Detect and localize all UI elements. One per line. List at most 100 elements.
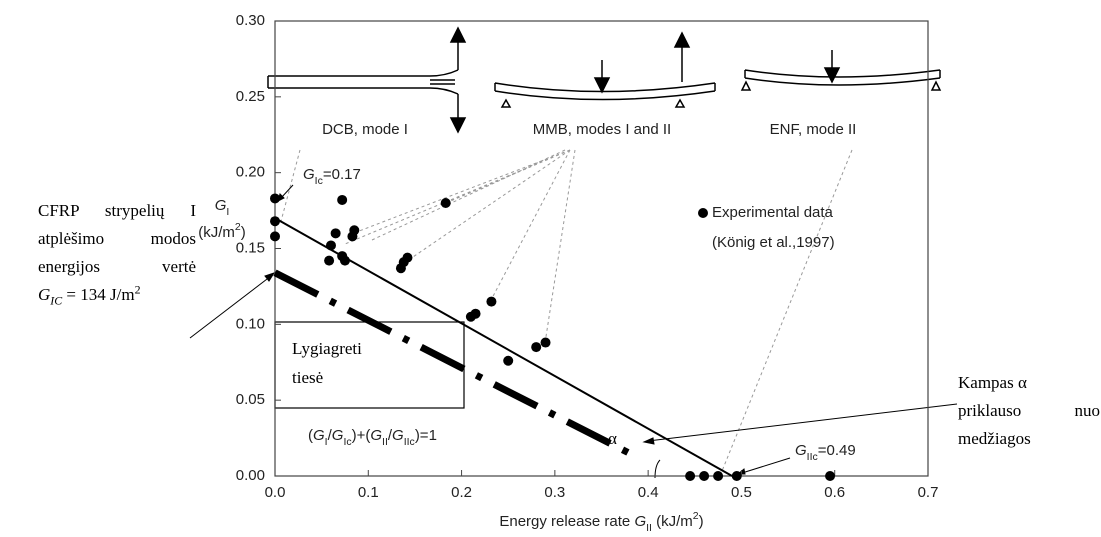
text-part: IIc [404,436,415,448]
text-part: G [303,166,315,183]
right-note: Kampas α priklauso nuo medžiagos [958,369,1100,453]
text-part: G [215,197,227,214]
y-tick-label: 0.10 [236,315,265,332]
note-line: atplėšimo modos [38,225,196,253]
data-point [324,255,335,266]
text-part: Energy release rate [499,513,634,530]
data-point [337,194,348,205]
text-part: ) [699,513,704,530]
data-point [503,355,514,366]
annotation: α [608,429,617,448]
legend-marker [698,208,708,218]
x-tick-label: 0.0 [265,484,286,501]
text-part: = 134 J/m [62,285,135,304]
legend-label: (König et al.,1997) [712,234,835,251]
y-tick-label: 0.20 [236,164,265,181]
specimen-label: MMB, modes I and II [533,121,671,138]
data-point [470,308,481,319]
text-part: / [388,427,393,444]
y-tick-label: 0.00 [236,467,265,484]
text-part: I [325,436,328,448]
data-point [325,240,336,251]
x-tick-label: 0.1 [358,484,379,501]
text-part: ( [308,427,313,444]
text-part: G [38,285,51,304]
annotation: (GI/GIc)+(GII/GIIc)=1 [308,427,437,448]
leader-lines [279,149,853,477]
text-part: G [332,427,344,444]
note-line: GIC = 134 J/m2 [38,281,196,309]
text-part: G [634,513,646,530]
text-part: Ic [343,436,351,448]
data-point [270,216,280,227]
data-point [731,471,742,481]
note-line: energijos vertė [38,253,196,281]
y-tick-label: 0.25 [236,88,265,105]
line [273,269,632,457]
y-axis-label: (kJ/m2) [198,221,246,241]
text-part: II [382,436,388,448]
text-box [274,321,465,409]
text-part: Ic [315,175,323,187]
text-part: 2 [235,221,241,233]
box-text: tiesė [292,368,323,387]
text-part: atplėšimo modos [38,229,196,248]
data-point [339,255,350,266]
data-point [402,252,413,263]
text-part: IC [50,293,63,308]
specimen-label: DCB, mode I [322,121,408,138]
data-point [825,471,836,481]
text-part: II [646,522,652,534]
x-tick-label: 0.6 [824,484,845,501]
text-part: (kJ/m [198,224,235,241]
note-line: Kampas α [958,373,1027,392]
x-tick-label: 0.5 [731,484,752,501]
x-tick-label: 0.4 [638,484,659,501]
data-point [540,337,551,348]
x-tick-label: 0.7 [918,484,939,501]
data-point [330,228,341,239]
note-line: CFRP strypelių I [38,197,196,225]
text-part: )=1 [415,427,437,444]
left-note: CFRP strypelių I atplėšimo modos energijos… [38,197,196,309]
y-tick-label: 0.30 [236,12,265,29]
data-point [440,198,451,208]
text-part: G [370,427,382,444]
text-part: ) [241,224,246,241]
y-tick-label: 0.15 [236,239,265,256]
data-point [486,296,497,307]
note-line: priklauso nuo [958,401,1100,420]
text-part: =0.49 [818,442,856,459]
legend-label: Experimental data [712,204,834,221]
text-part: 2 [693,510,699,522]
y-axis-label: GI [215,197,230,218]
line [274,217,733,477]
text-part: CFRP strypelių I [38,201,196,220]
specimen-drawings [267,26,942,134]
annotation: GIc=0.17 [303,166,361,187]
data-point [270,193,280,204]
data-point [713,471,724,481]
x-tick-label: 0.2 [451,484,472,501]
text-part: )+( [352,427,371,444]
data-point [349,225,360,236]
text-part: (kJ/m [652,513,693,530]
data-point [685,471,696,481]
text-part: / [328,427,333,444]
data-point [699,471,710,481]
y-tick-label: 0.05 [236,391,265,408]
x-tick-label: 0.3 [544,484,565,501]
data-point [531,342,542,353]
text-part: 2 [134,282,141,297]
box-text: Lygiagreti [292,339,362,358]
text-part: =0.17 [323,166,361,183]
annotation: GIIc=0.49 [795,442,856,463]
text-part: G [392,427,404,444]
text-part: energijos vertė [38,257,196,276]
x-axis-label: Energy release rate GII (kJ/m2) [499,510,703,534]
text-part: I [226,206,229,218]
text-part: G [313,427,325,444]
data-point [270,231,280,242]
